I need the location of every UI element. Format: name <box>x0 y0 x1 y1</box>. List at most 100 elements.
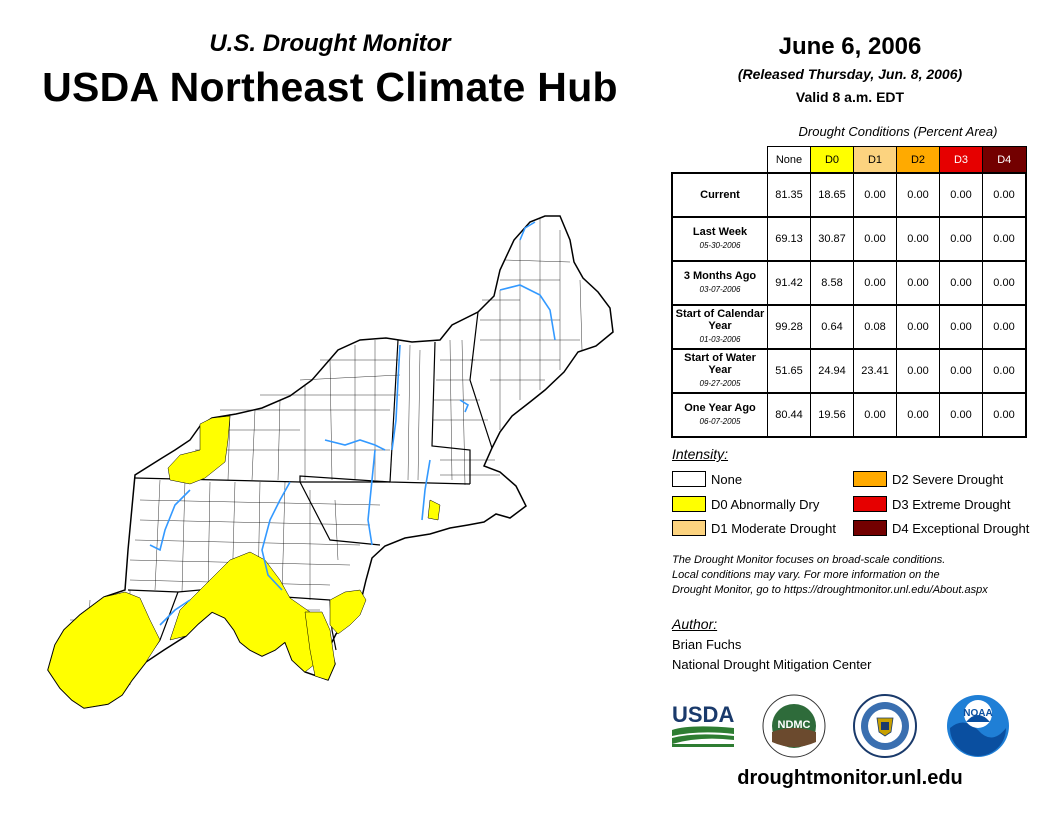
cell-none: 91.42 <box>767 260 811 306</box>
noaa-logo-text: NOAA <box>963 708 992 719</box>
legend-item-none: None <box>672 471 742 487</box>
cell-none: 80.44 <box>767 392 811 438</box>
row-label: Start of Calendar Year 01-03-2006 <box>671 304 768 350</box>
cell-none: 99.28 <box>767 304 811 350</box>
cell-none: 81.35 <box>767 172 811 218</box>
legend-swatch <box>853 520 887 536</box>
ndmc-logo: NDMC <box>762 694 826 758</box>
table-row: Start of Water Year 09-27-2005 51.65 24.9… <box>671 348 1027 394</box>
usda-logo: USDA <box>672 702 734 747</box>
drought-stats-table: None D0 D1 D2 D3 D4 Current 81.35 18.65 … <box>671 146 1027 438</box>
cell-d0: 19.56 <box>810 392 854 438</box>
cell-d0: 30.87 <box>810 216 854 262</box>
website-link[interactable]: droughtmonitor.unl.edu <box>737 767 963 789</box>
row-label: One Year Ago 06-07-2005 <box>671 392 768 438</box>
row-label: Start of Water Year 09-27-2005 <box>671 348 768 394</box>
cell-none: 51.65 <box>767 348 811 394</box>
cell-d4: 0.00 <box>982 348 1027 394</box>
cell-d4: 0.00 <box>982 172 1027 218</box>
legend-item-d0: D0 Abnormally Dry <box>672 496 819 512</box>
cell-d0: 24.94 <box>810 348 854 394</box>
d0-delaware <box>304 611 336 681</box>
note-line: Drought Monitor, go to https://droughtmo… <box>672 584 988 596</box>
row-label: Last Week 05-30-2006 <box>671 216 768 262</box>
cell-d3: 0.00 <box>939 172 983 218</box>
row-label: Current <box>671 172 768 218</box>
cell-d0: 0.64 <box>810 304 854 350</box>
cell-d4: 0.00 <box>982 260 1027 306</box>
ndmc-logo-text: NDMC <box>778 719 811 731</box>
map-date: June 6, 2006 <box>778 33 922 60</box>
note-line: The Drought Monitor focuses on broad-sca… <box>672 554 946 566</box>
legend-swatch <box>672 496 706 512</box>
legend-swatch <box>853 471 887 487</box>
cell-d2: 0.00 <box>896 260 940 306</box>
drought-d0-areas <box>47 415 441 709</box>
legend-title: Intensity: <box>672 446 729 462</box>
valid-time: Valid 8 a.m. EDT <box>795 89 905 105</box>
table-corner <box>672 147 768 174</box>
cell-d1: 0.00 <box>853 172 897 218</box>
table-row: Last Week 05-30-2006 69.13 30.87 0.00 0.0… <box>671 216 1027 262</box>
cell-d0: 8.58 <box>810 260 854 306</box>
row-label: 3 Months Ago 03-07-2006 <box>671 260 768 306</box>
cell-d3: 0.00 <box>939 348 983 394</box>
note-line: Local conditions may vary. For more info… <box>672 569 940 581</box>
table-header-row: None D0 D1 D2 D3 D4 <box>672 146 1027 174</box>
legend-swatch <box>672 471 706 487</box>
cell-d2: 0.00 <box>896 392 940 438</box>
col-header-none: None <box>767 146 811 174</box>
d0-pa-md-va <box>169 551 321 673</box>
legend-label: D0 Abnormally Dry <box>711 496 820 512</box>
northeast-region <box>47 215 614 709</box>
legend-item-d1: D1 Moderate Drought <box>672 520 836 536</box>
cell-d3: 0.00 <box>939 216 983 262</box>
cell-d3: 0.00 <box>939 392 983 438</box>
col-header-d0: D0 <box>810 146 854 174</box>
cell-d1: 0.08 <box>853 304 897 350</box>
d0-west-new-york <box>167 415 231 485</box>
commerce-seal-logo <box>853 694 917 758</box>
legend-item-d2: D2 Severe Drought <box>853 471 1003 487</box>
col-header-d3: D3 <box>939 146 983 174</box>
legend-label: None <box>711 471 743 487</box>
legend-label: D1 Moderate Drought <box>711 520 837 536</box>
author-heading: Author: <box>672 616 718 632</box>
cell-d4: 0.00 <box>982 216 1027 262</box>
cell-d2: 0.00 <box>896 348 940 394</box>
noaa-logo: NOAA <box>947 695 1009 757</box>
cell-d1: 0.00 <box>853 392 897 438</box>
col-header-d2: D2 <box>896 146 940 174</box>
table-row: Start of Calendar Year 01-03-2006 99.28 0… <box>671 304 1027 350</box>
cell-d2: 0.00 <box>896 216 940 262</box>
cell-d2: 0.00 <box>896 304 940 350</box>
county-lines <box>55 218 583 706</box>
d0-massachusetts-cape <box>427 499 441 521</box>
map-subtitle: U.S. Drought Monitor <box>209 30 451 57</box>
legend-swatch <box>853 496 887 512</box>
legend-item-d4: D4 Exceptional Drought <box>853 520 1029 536</box>
disclaimer-note: The Drought Monitor focuses on broad-sca… <box>672 553 1052 598</box>
usda-logo-text: USDA <box>672 702 734 727</box>
cell-d1: 23.41 <box>853 348 897 394</box>
d0-west-virginia <box>47 591 161 709</box>
legend-label: D2 Severe Drought <box>892 471 1004 487</box>
col-header-d4: D4 <box>982 146 1027 174</box>
table-row: Current 81.35 18.65 0.00 0.00 0.00 0.00 <box>671 172 1027 218</box>
legend-label: D4 Exceptional Drought <box>892 520 1030 536</box>
table-caption: Drought Conditions (Percent Area) <box>798 124 998 139</box>
cell-d4: 0.00 <box>982 304 1027 350</box>
cell-d1: 0.00 <box>853 216 897 262</box>
rivers <box>149 221 556 626</box>
d0-new-jersey <box>329 589 367 635</box>
release-date: (Released Thursday, Jun. 8, 2006) <box>737 66 963 82</box>
map-title: USDA Northeast Climate Hub <box>42 64 618 110</box>
author-name: Brian Fuchs <box>672 637 742 652</box>
legend-item-d3: D3 Extreme Drought <box>853 496 1011 512</box>
legend-label: D3 Extreme Drought <box>892 496 1011 512</box>
table-row: One Year Ago 06-07-2005 80.44 19.56 0.00 … <box>671 392 1027 438</box>
author-organization: National Drought Mitigation Center <box>672 657 872 672</box>
table-row: 3 Months Ago 03-07-2006 91.42 8.58 0.00 0… <box>671 260 1027 306</box>
cell-d4: 0.00 <box>982 392 1027 438</box>
cell-d0: 18.65 <box>810 172 854 218</box>
